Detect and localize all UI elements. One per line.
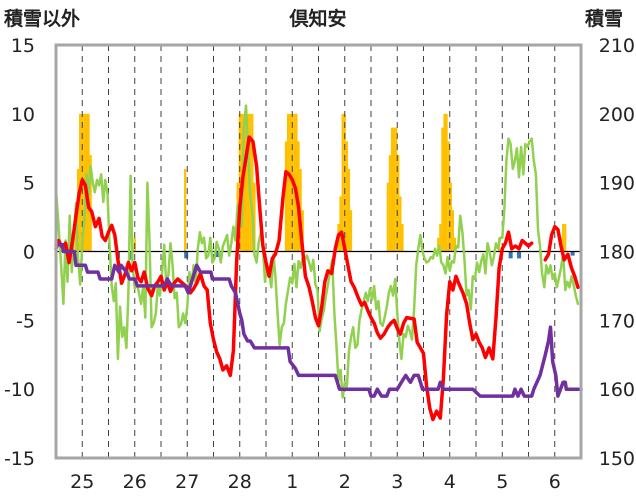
x-tick-label: 1 (286, 471, 298, 493)
snowfall-bar (443, 113, 446, 252)
x-axis-ticks: 25 26 27 28 1 2 3 4 5 6 (70, 471, 561, 493)
x-tick-label: 28 (228, 471, 252, 493)
left-tick-label: 0 (23, 242, 35, 264)
snowfall-bar (289, 113, 292, 252)
series-lines (54, 104, 583, 422)
snowfall-bar (253, 182, 256, 252)
small-bar (128, 251, 133, 260)
snowfall-bar (401, 223, 404, 252)
x-tick-label: 25 (70, 471, 94, 493)
left-tick-label: -5 (16, 310, 35, 332)
plot-border (54, 43, 583, 460)
left-tick-label: -15 (4, 448, 35, 470)
snowfall-bar (244, 113, 248, 252)
snowfall-bar (184, 168, 187, 252)
snowfall-bar (74, 223, 78, 252)
snowfall-bar (301, 210, 304, 252)
right-tick-label: 200 (599, 104, 635, 126)
snowfall-bar (349, 210, 353, 252)
snowfall-bar (392, 127, 396, 252)
small-bar (570, 251, 575, 256)
x-tick-label: 4 (444, 471, 456, 493)
right-tick-label: 180 (599, 242, 635, 264)
snowfall-bar (345, 141, 348, 252)
left-axis-ticks: -15 -10 -5 0 5 10 15 (4, 35, 35, 470)
right-tick-label: 190 (599, 173, 635, 195)
snowfall-bar (437, 237, 440, 252)
snowfall-bar (447, 141, 450, 252)
chart-title: 倶知安 (288, 7, 346, 30)
snowfall-bar (388, 155, 392, 252)
snowfall-bar (399, 196, 402, 252)
snowfall-bar (297, 141, 300, 252)
x-tick-label: 3 (391, 471, 403, 493)
snowfall-bar (251, 113, 254, 252)
right-tick-label: 150 (599, 448, 635, 470)
snowfall-bar (397, 155, 400, 252)
right-axis-label: 積雪 (585, 7, 623, 30)
snowfall-bar (286, 113, 290, 252)
x-tick-label: 2 (339, 471, 351, 493)
snowfall-bar (341, 113, 344, 252)
snow-depth-line (54, 242, 583, 398)
snowfall-bar (453, 237, 457, 252)
x-tick-label: 26 (123, 471, 147, 493)
snowfall-bar (439, 223, 442, 252)
small-bar (184, 251, 189, 259)
left-tick-label: -10 (4, 379, 35, 401)
left-axis-label: 積雪以外 (4, 7, 80, 30)
small-bar (517, 251, 522, 259)
snowfall-bar (299, 168, 302, 252)
x-tick-label: 6 (549, 471, 561, 493)
right-tick-label: 170 (599, 310, 635, 332)
snowfall-bar (441, 127, 444, 252)
snowfall-bar (562, 223, 565, 252)
snowfall-bar (449, 182, 452, 252)
plot-frame (54, 43, 583, 460)
snowfall-bar (347, 168, 351, 252)
left-tick-label: 5 (23, 173, 35, 195)
snowfall-bar (386, 182, 389, 252)
x-tick-label: 5 (496, 471, 508, 493)
right-tick-label: 210 (599, 35, 635, 57)
temperature-line (54, 135, 534, 422)
snowfall-bar (445, 113, 448, 252)
left-tick-label: 15 (11, 35, 35, 57)
right-axis-ticks: 150 160 170 180 190 200 210 (599, 35, 635, 470)
snowfall-bar (451, 210, 455, 252)
small-bar (215, 251, 220, 258)
snowfall-bar (395, 127, 398, 252)
snowfall-bar (390, 127, 394, 252)
snowfall-bar (89, 155, 92, 252)
snowfall-bar (339, 196, 342, 252)
small-bar (508, 251, 513, 259)
snowfall-bar (295, 113, 298, 252)
snowfall-bar (284, 141, 288, 252)
secondary-line (54, 104, 580, 399)
left-tick-label: 10 (11, 104, 35, 126)
temperature-line (543, 224, 580, 290)
snowfall-bar (247, 113, 250, 252)
right-tick-label: 160 (599, 379, 635, 401)
x-tick-label: 27 (175, 471, 199, 493)
snowfall-bar (564, 223, 567, 252)
